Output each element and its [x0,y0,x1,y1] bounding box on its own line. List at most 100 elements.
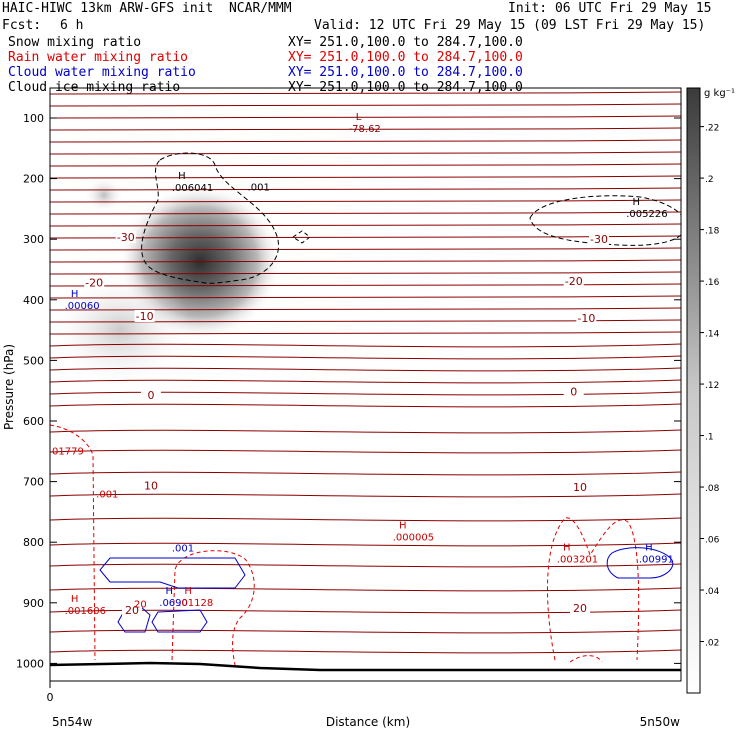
extremum-mark: H [71,289,79,300]
isotherm-label-bg [134,309,155,322]
isotherm-label: 20 [573,602,587,615]
extremum-value: .005226 [626,209,667,220]
isotherm-label-bg [588,233,609,246]
field-name-snow: Snow mixing ratio [8,35,142,50]
isotherm-line [50,367,681,372]
isotherm-label-bg [563,274,584,287]
model-title: HAIC-HIWC 13km ARW-GFS init NCAR/MMM [2,1,292,16]
forecast-value: 6 h [60,18,84,33]
isotherm-label: -10 [136,310,154,323]
extremum-mark: H [399,521,407,532]
isotherm-line [50,379,681,384]
plot-frame [49,87,682,682]
isotherm-label: 20 [125,604,139,617]
x-end-label-left: 5n54w [52,715,93,729]
cloud-water-contour-low2 [151,609,208,633]
isotherm-line [50,259,681,263]
isotherm-line [50,163,681,167]
field-xy-cloud-water: XY= 251.0,100.0 to 284.7,100.0 [288,65,523,80]
snow-shading-tail [50,270,192,390]
rain-contour-right-bottom [569,655,603,663]
contour-labels: -30-20-1001020-30-20-1001020L-78.62H.006… [52,112,674,617]
extremum-value: .000005 [393,533,434,544]
extremum-value: .001606 [65,606,106,617]
isotherm-label-bg [140,479,161,492]
isotherm-line [50,355,681,360]
colorbar-tick-label: .02 [705,639,719,649]
isotherm-line [50,587,681,592]
colorbar [686,87,701,694]
extremum-mark: H [184,586,192,597]
isotherm-line [50,199,681,203]
y-tick-label: 200 [23,173,44,186]
isotherm-line [50,151,681,155]
isotherm-label: -20 [85,277,103,290]
isotherm-line [50,403,681,408]
isotherm-label-bg [570,602,591,615]
contour-label: .001 [248,183,270,194]
isotherm-line [50,295,681,299]
colorbar-tick-label: .14 [705,330,720,340]
isotherm-line [50,139,681,143]
isotherm-line [50,471,681,476]
cloud-water-contour-left [99,557,246,589]
isotherm-line [50,563,681,568]
isotherm-label: -10 [577,312,595,325]
isotherm-line [50,629,681,634]
isotherm-line [50,223,681,227]
snow-shading-upper [84,177,124,213]
isotherm-line [50,103,681,107]
extremum-mark: H [563,542,571,553]
extremum-value: .01128 [178,598,213,609]
isotherm-line [50,331,681,335]
x-axis-label: Distance (km) [326,715,410,729]
cloud-water-contour-right [606,547,674,579]
isotherm-line [50,127,681,131]
contour-label: 20 [134,600,147,611]
isotherm-line [50,649,681,654]
extremum-value: .006041 [172,183,213,194]
y-tick-label: 300 [23,233,44,246]
rain-contour-middle [171,550,255,666]
extremum-mark: H [645,542,653,553]
extremum-value: .0690 [159,598,188,609]
colorbar-tick-label: .04 [705,587,720,597]
field-name-rain: Rain water mixing ratio [8,50,189,65]
extremum-value: -78.62 [349,124,381,135]
x-tick-label-0: 0 [47,691,54,704]
isotherm-label: -30 [117,231,135,244]
isotherm-line [50,449,681,454]
extremum-mark: L [356,112,362,123]
colorbar-tick-label: .2 [705,175,714,185]
init-time: Init: 06 UTC Fri 29 May 15 [508,1,712,16]
isotherm-label-bg [115,231,136,244]
isotherm-line [50,517,681,522]
extremum-mark: H [71,594,79,605]
isotherm-label-bg [570,480,591,493]
isotherm-line [50,211,681,215]
x-end-label-right: 5n50w [640,715,681,729]
extremum-value: .003201 [557,554,598,565]
isotherm-line [50,493,681,498]
rain-contour-right [546,517,640,661]
field-xy-snow: XY= 251.0,100.0 to 284.7,100.0 [288,35,523,50]
isotherm-line [50,91,681,95]
colorbar-tick-label: .16 [705,278,720,288]
contour-label: 01779 [52,446,84,457]
isotherm-label: 10 [144,480,158,493]
y-tick-label: 800 [23,536,44,549]
isotherm-label: 0 [147,389,154,402]
colorbar-tick-label: .06 [705,536,720,546]
isotherm-label-bg [563,385,584,398]
colorbar-tick-label: .12 [705,381,719,391]
y-tick-label: 400 [23,294,44,307]
isotherm-label-bg [122,603,143,616]
ice-contour-small [292,230,311,244]
colorbar-tick-label: .08 [705,484,720,494]
isotherm-label-bg [84,276,105,289]
extremum-mark: H [178,171,186,182]
extremum-mark: H [166,586,174,597]
y-tick-label: 100 [23,112,44,125]
